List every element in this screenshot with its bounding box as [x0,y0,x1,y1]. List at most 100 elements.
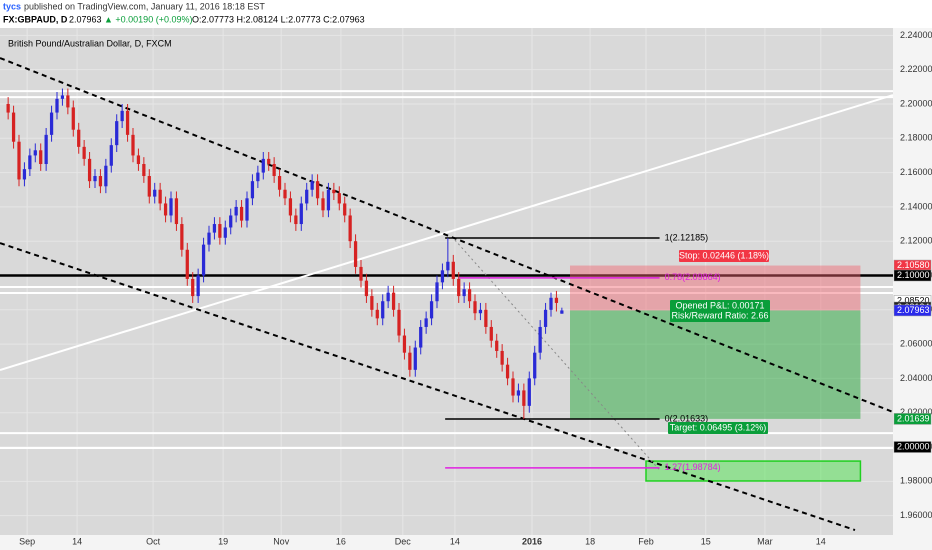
candle-body [505,364,510,379]
fib-label: 1.27(1.98784) [665,462,721,472]
published: published on TradingView.com, January 11… [24,1,265,11]
candle-body [549,297,553,310]
candle-body [288,198,293,216]
candle-body [435,282,439,302]
y-tick-label: 1.98000 [900,476,932,486]
price-label-box [893,413,932,425]
candle-body [239,206,244,221]
candle-body [462,289,466,297]
candle-body [98,176,103,187]
candle-body [332,189,336,194]
candle-body [142,164,146,177]
candle-body [305,189,309,204]
plot-area: 1(2.12185) 0.78(2.09864) 0(2.01633) 1.27(1.… [0,28,894,535]
candle-body [109,145,113,166]
y-tick-label: 2.04000 [900,373,932,383]
candle-body [424,318,428,327]
candle-body [538,326,542,353]
x-tick-label: 15 [701,536,711,546]
last-price: 2.07963 [69,14,102,24]
x-tick-label: Nov [273,536,290,546]
x-axis-bg [0,535,893,550]
candle-body [315,181,320,199]
candle-body [451,261,455,279]
candle-body [527,378,531,406]
price-label-box [893,304,932,317]
candle-body [560,310,564,314]
candle-body [261,158,265,173]
candle-body [283,189,287,199]
y-tick-label: 2.06000 [900,338,932,348]
x-tick-label: 19 [218,536,228,546]
candle-body [381,301,385,319]
candle-body [201,244,206,276]
fib-label: 0.78(2.09864) [665,272,721,282]
candle-body [207,232,211,245]
candle-body [115,121,119,146]
candle-body [386,292,390,302]
candle-body [429,301,434,319]
candle-body [272,164,276,177]
ohlc: O:2.07773 H:2.08124 L:2.07773 C:2.07963 [192,14,365,24]
candle-body [375,309,379,319]
x-tick-label: Dec [395,536,412,546]
target-label: Target: 0.06495 (3.12%) [670,422,767,432]
candle-body [397,309,401,336]
candle-body [326,189,331,211]
y-tick-label: 2.02000 [900,407,932,417]
target-zone [570,310,861,419]
candle-body [473,301,477,314]
x-tick-label: 14 [72,536,82,546]
candle-body [413,347,417,370]
target-label-box [668,422,768,434]
candle-body [153,189,157,197]
candle-body [353,241,358,267]
candle-body [337,193,341,204]
candle-body [516,390,521,396]
candle-body [543,309,548,327]
candle-body [180,224,184,250]
candle-body [28,155,32,170]
candle-body [446,261,450,271]
x-tick-label: 18 [585,536,595,546]
candle-body [158,189,162,204]
x-tick-label: 14 [450,536,460,546]
author[interactable]: tycs [3,1,21,11]
price-label-box [893,441,932,453]
stop-label: Stop: 0.02446 (1.18%) [679,250,769,260]
trend-line [0,57,894,413]
candle-body [55,98,59,113]
fib-label: 0(2.01633) [665,413,709,423]
candle-body [33,150,37,156]
candle-body [234,206,238,216]
y-tick-label: 2.14000 [900,201,932,211]
candle-body [218,224,222,238]
candle-body [93,176,97,182]
candle-body [60,95,65,99]
candle-body [277,176,282,190]
candle-body [191,278,195,297]
y-tick-label: 2.24000 [900,30,932,40]
candle-body [147,176,151,197]
candle-body [71,107,75,130]
plot-bg [0,28,893,535]
candle-body [408,352,412,370]
candle-body [256,172,260,182]
candle-body [500,350,504,365]
y-tick-label: 2.22000 [900,64,932,74]
candle-body [250,181,255,199]
candle-body [6,103,10,113]
symbol: FX:GBPAUD, D [3,14,68,24]
candle-body [125,110,130,135]
y-tick-label: 2.20000 [900,98,932,108]
pnl-label: Opened P&L: 0.00171 [675,300,764,310]
change: ▲ +0.00190 (+0.09%) [104,14,192,24]
candle-body [321,198,325,211]
y-tick-label: 2.12000 [900,236,932,246]
candle-body [87,158,92,182]
header-bg [0,0,932,28]
candle-body [478,309,483,314]
candle-body [196,275,200,297]
pnl-box [670,300,770,322]
x-tick-label: 14 [816,536,826,546]
